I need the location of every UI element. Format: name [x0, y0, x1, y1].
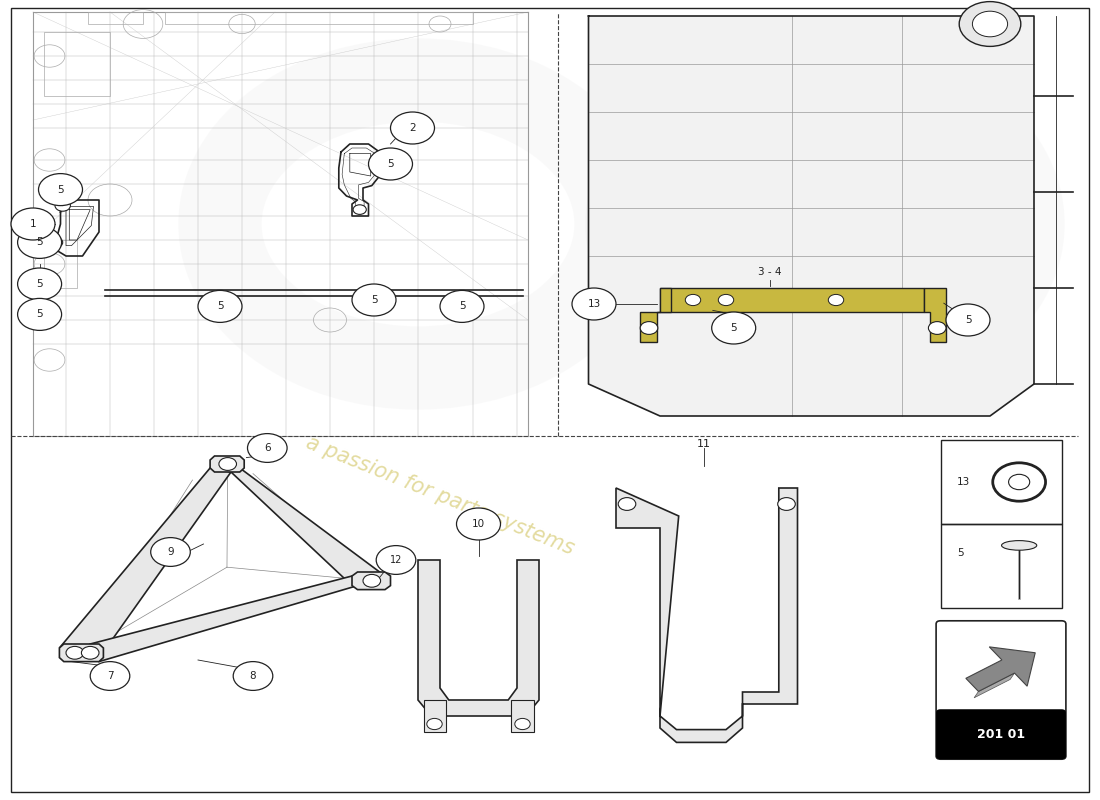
Circle shape — [248, 434, 287, 462]
Bar — [88, 12, 143, 24]
Text: 2: 2 — [409, 123, 416, 133]
Polygon shape — [59, 644, 103, 662]
Text: 1: 1 — [30, 219, 36, 229]
Circle shape — [828, 294, 844, 306]
Ellipse shape — [1001, 541, 1036, 550]
Text: 201 01: 201 01 — [977, 728, 1025, 741]
Circle shape — [685, 294, 701, 306]
Bar — [44, 240, 77, 288]
Circle shape — [440, 290, 484, 322]
Circle shape — [47, 237, 63, 248]
Text: 5: 5 — [965, 315, 971, 325]
Text: 5: 5 — [387, 159, 394, 169]
Text: 9: 9 — [167, 547, 174, 557]
Polygon shape — [424, 700, 446, 732]
Circle shape — [972, 11, 1008, 37]
Circle shape — [18, 268, 62, 300]
Polygon shape — [512, 700, 534, 732]
Circle shape — [946, 304, 990, 336]
Text: 12: 12 — [389, 555, 403, 565]
Text: 13: 13 — [587, 299, 601, 309]
Bar — [165, 12, 473, 24]
Polygon shape — [616, 488, 798, 742]
Text: 6: 6 — [264, 443, 271, 453]
Circle shape — [81, 646, 99, 659]
Polygon shape — [418, 560, 539, 716]
Polygon shape — [352, 572, 390, 590]
Bar — [940, 524, 1062, 608]
Polygon shape — [975, 673, 1014, 698]
Circle shape — [959, 2, 1021, 46]
Circle shape — [618, 498, 636, 510]
Circle shape — [456, 508, 501, 540]
Text: 5: 5 — [217, 302, 223, 311]
Polygon shape — [90, 576, 358, 662]
Circle shape — [39, 174, 82, 206]
Text: 5: 5 — [957, 549, 964, 558]
Circle shape — [18, 226, 62, 258]
Text: 7: 7 — [107, 671, 113, 681]
Circle shape — [368, 148, 412, 180]
Circle shape — [778, 498, 795, 510]
Polygon shape — [210, 456, 244, 472]
Text: 5: 5 — [57, 185, 64, 194]
Text: 8: 8 — [250, 671, 256, 681]
Polygon shape — [588, 16, 1034, 416]
Circle shape — [376, 546, 416, 574]
Text: 5: 5 — [730, 323, 737, 333]
Circle shape — [640, 322, 658, 334]
Text: 11: 11 — [697, 439, 711, 449]
Circle shape — [233, 662, 273, 690]
Polygon shape — [660, 288, 924, 312]
Circle shape — [352, 284, 396, 316]
Polygon shape — [966, 647, 1035, 691]
FancyBboxPatch shape — [936, 710, 1066, 759]
Text: 5: 5 — [36, 279, 43, 289]
Circle shape — [718, 294, 734, 306]
Circle shape — [198, 290, 242, 322]
Text: 13: 13 — [957, 477, 970, 487]
Circle shape — [515, 718, 530, 730]
Circle shape — [390, 112, 435, 144]
Circle shape — [363, 574, 381, 587]
Circle shape — [90, 662, 130, 690]
Circle shape — [572, 288, 616, 320]
Circle shape — [353, 205, 366, 214]
Text: 3 - 4: 3 - 4 — [758, 267, 782, 277]
Circle shape — [219, 458, 236, 470]
Circle shape — [712, 312, 756, 344]
Circle shape — [11, 208, 55, 240]
Circle shape — [66, 646, 84, 659]
Polygon shape — [59, 468, 231, 652]
Text: 5: 5 — [36, 310, 43, 319]
Polygon shape — [231, 468, 385, 586]
Text: 5: 5 — [459, 302, 465, 311]
Text: 10: 10 — [472, 519, 485, 529]
Bar — [44, 32, 110, 96]
Circle shape — [427, 718, 442, 730]
Circle shape — [55, 200, 70, 211]
FancyBboxPatch shape — [936, 621, 1066, 759]
Polygon shape — [640, 288, 671, 342]
Text: a passion for parts systems: a passion for parts systems — [302, 433, 578, 559]
Text: 5: 5 — [36, 238, 43, 247]
Circle shape — [151, 538, 190, 566]
Polygon shape — [924, 288, 946, 342]
Bar — [940, 440, 1062, 524]
Circle shape — [18, 298, 62, 330]
Circle shape — [928, 322, 946, 334]
Text: 5: 5 — [371, 295, 377, 305]
